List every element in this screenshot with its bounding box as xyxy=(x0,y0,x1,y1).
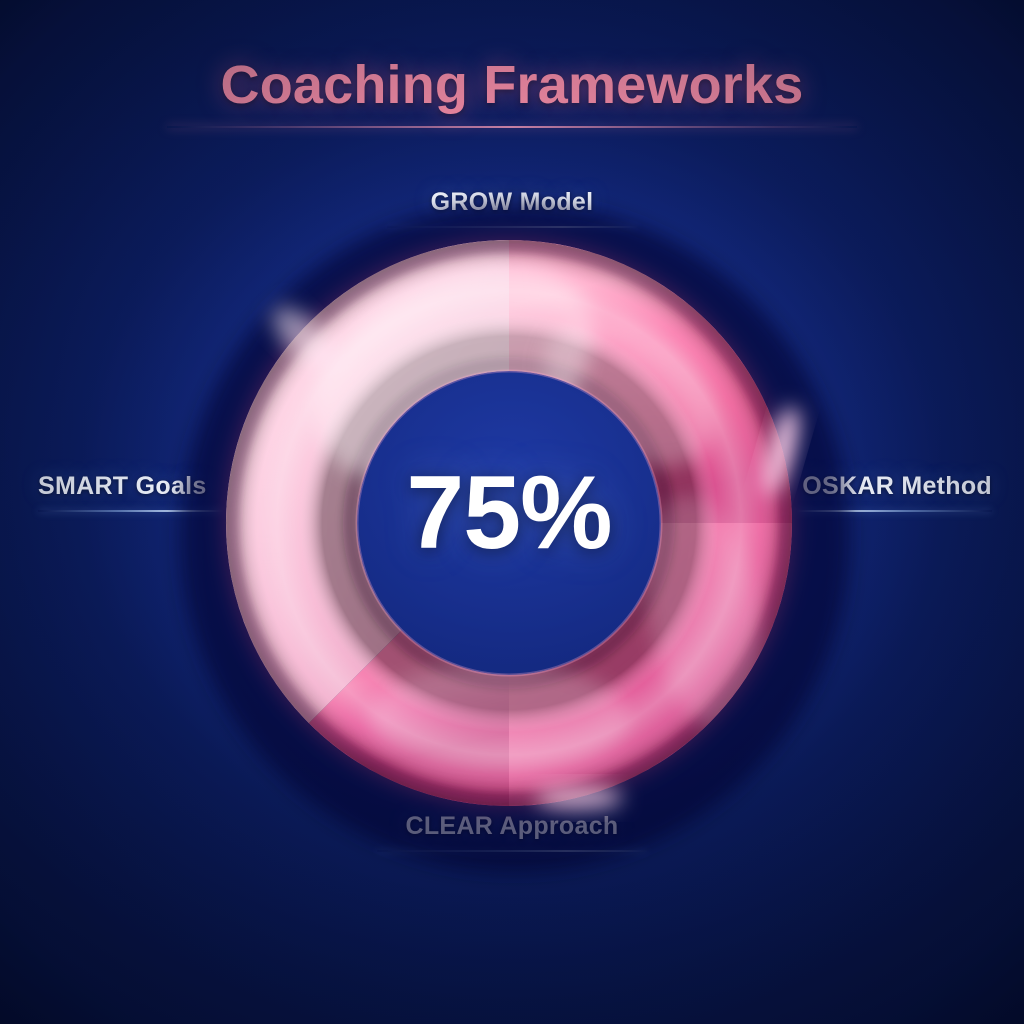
title-block: Coaching Frameworks xyxy=(0,58,1024,128)
center-percentage: 75% xyxy=(406,455,612,571)
segment-label-smart-text: SMART Goals xyxy=(38,472,207,500)
title-divider xyxy=(167,126,857,128)
donut-highlight-bottom xyxy=(535,786,623,810)
page-title: Coaching Frameworks xyxy=(220,55,804,115)
